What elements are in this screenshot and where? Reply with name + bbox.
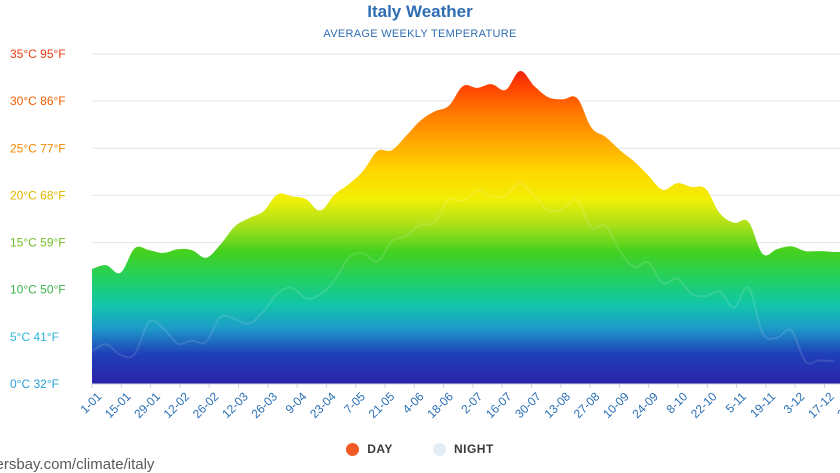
y-tick-label: 5°C 41°F (10, 330, 59, 344)
legend-night-swatch (432, 442, 446, 456)
y-tick-label: 0°C 32°F (10, 377, 59, 391)
x-tick-label: 30-07 (512, 389, 544, 421)
y-tick-label: 25°C 77°F (10, 141, 66, 155)
x-tick-label: 13-08 (542, 389, 574, 421)
x-tick-label: 15-01 (102, 389, 134, 421)
x-tick-label: 29-01 (131, 389, 163, 421)
y-tick-label: 20°C 68°F (10, 188, 66, 202)
x-tick-label: 3-12 (781, 389, 808, 416)
chart-subtitle: AVERAGE WEEKLY TEMPERATURE (323, 28, 517, 40)
x-tick-label: 1-01 (77, 389, 104, 416)
legend-day-swatch (346, 442, 360, 456)
x-tick-label: 26-02 (190, 389, 222, 421)
source-url[interactable]: kersbay.com/climate/italy (0, 456, 155, 473)
x-tick-label: 9-04 (283, 389, 310, 416)
series-night-area (92, 183, 840, 384)
x-tick-label: 31-12 (835, 389, 840, 421)
x-tick-label: 18-06 (424, 389, 456, 421)
x-tick-label: 24-09 (629, 389, 661, 421)
x-tick-label: 2-07 (458, 389, 485, 416)
legend-item-night[interactable]: NIGHT (432, 442, 494, 456)
x-tick-label: 17-12 (805, 389, 837, 421)
area-layer (92, 70, 840, 385)
chart-title: Italy Weather (367, 2, 473, 21)
y-tick-label: 35°C 95°F (10, 47, 66, 61)
x-tick-label: 4-06 (400, 389, 427, 416)
x-tick-label: 19-11 (747, 389, 778, 420)
x-tick-label: 21-05 (366, 389, 398, 421)
x-tick-label: 16-07 (483, 389, 515, 421)
legend-day-label: DAY (367, 442, 393, 456)
x-tick-label: 12-02 (161, 389, 193, 421)
x-tick-label: 8-10 (663, 389, 690, 416)
legend-item-day[interactable]: DAY (346, 442, 393, 456)
x-tick-label: 12-03 (219, 389, 251, 421)
x-tick-label: 22-10 (688, 389, 720, 421)
legend: DAY NIGHT (0, 442, 840, 456)
x-tick-label: 27-08 (571, 389, 603, 421)
series-night-edge (92, 182, 835, 365)
x-tick-label: 23-04 (307, 389, 339, 421)
legend-night-label: NIGHT (453, 442, 494, 456)
x-tick-label: 7-05 (341, 389, 368, 416)
x-tick-label: 26-03 (249, 389, 281, 421)
x-tick-label: 10-09 (600, 389, 632, 421)
y-tick-label: 15°C 59°F (10, 236, 66, 250)
y-tick-label: 10°C 50°F (10, 283, 66, 297)
y-tick-label: 30°C 86°F (10, 94, 66, 108)
x-tick-label: 5-11 (723, 389, 749, 415)
